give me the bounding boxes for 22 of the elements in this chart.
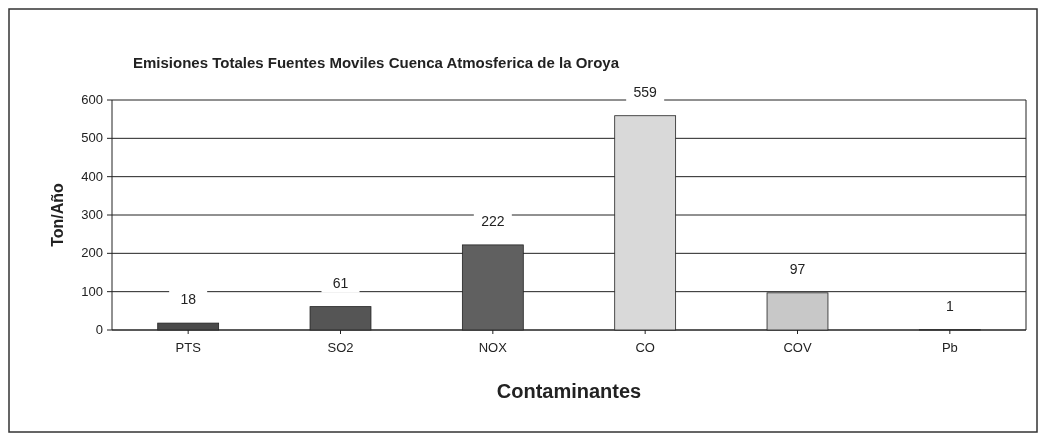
y-tick-label: 400 bbox=[81, 168, 103, 184]
x-tick-label: COV bbox=[783, 340, 812, 355]
x-tick-label: CO bbox=[635, 340, 655, 355]
y-tick-label: 500 bbox=[81, 130, 103, 146]
y-tick-label: 0 bbox=[95, 322, 103, 337]
data-label: 1 bbox=[945, 297, 954, 314]
data-label: 97 bbox=[789, 260, 806, 277]
y-tick-label: 600 bbox=[81, 92, 103, 107]
y-tick-label: 300 bbox=[81, 207, 103, 222]
data-label: 18 bbox=[180, 291, 197, 308]
x-axis-title: Contaminantes bbox=[496, 380, 642, 402]
y-tick-label: 200 bbox=[81, 245, 103, 261]
data-label: 61 bbox=[332, 274, 349, 291]
x-tick-label: NOX bbox=[478, 340, 508, 355]
chart-title: Emisiones Totales Fuentes Moviles Cuenca Atmosferica de la Oroya bbox=[133, 54, 620, 71]
y-axis-title: Ton/Año bbox=[49, 182, 66, 247]
x-tick-label: Pb bbox=[941, 340, 958, 355]
x-tick-label: PTS bbox=[175, 340, 202, 355]
x-tick-label: SO2 bbox=[327, 340, 354, 355]
data-label: 222 bbox=[481, 212, 505, 229]
data-label: 559 bbox=[633, 83, 658, 100]
y-tick-label: 100 bbox=[81, 283, 103, 299]
